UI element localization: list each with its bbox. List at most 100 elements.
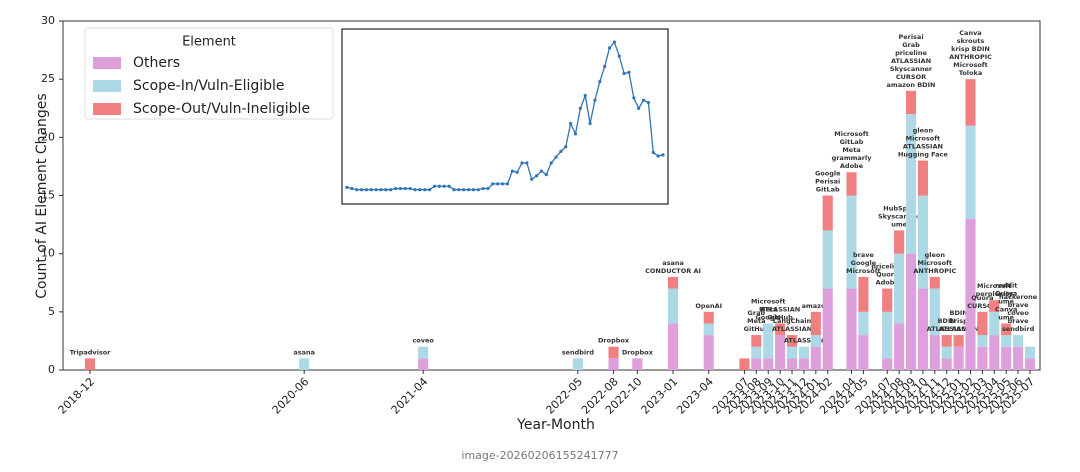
inset-point — [374, 188, 378, 192]
logo-label: Tripadvisor — [70, 348, 112, 356]
logo-label: skrouts — [957, 37, 985, 45]
y-tick-label: 5 — [48, 305, 55, 318]
inset-point — [569, 121, 573, 126]
bar-segment — [1013, 335, 1024, 347]
bar-segment — [751, 346, 762, 359]
bar-segment — [882, 311, 893, 359]
logo-label: ANTHROPIC — [913, 267, 956, 275]
logo-label: ume — [891, 220, 907, 228]
logo-label: GitHub — [767, 313, 793, 321]
inset-point — [403, 186, 407, 191]
logo-label: sendbird — [1002, 325, 1035, 333]
bar-segment — [608, 346, 619, 359]
inset-point — [573, 132, 578, 136]
inset-point — [442, 184, 446, 188]
logo-label: gleon — [925, 251, 946, 259]
x-tick-label: 2018-12 — [56, 375, 98, 417]
inset-point — [413, 188, 417, 192]
logo-label: brave — [1008, 301, 1029, 309]
logo-label: hackerone — [999, 293, 1038, 301]
bar-segment — [1024, 358, 1036, 370]
inset-point — [350, 186, 354, 191]
logo-label: Dropbox — [598, 337, 630, 345]
bar-segment — [977, 335, 988, 347]
logo-label: ATLASSIAN — [939, 325, 979, 333]
inset-point — [593, 98, 597, 102]
x-tick-label: 2023-04 — [674, 375, 716, 417]
inset-point — [491, 182, 495, 186]
inset-point — [500, 182, 505, 186]
inset-point — [515, 170, 519, 174]
bar-segment — [572, 358, 583, 370]
inset-point — [408, 186, 412, 191]
inset-point — [345, 185, 349, 189]
inset-point — [398, 186, 403, 191]
bar-segment — [953, 335, 964, 347]
y-tick-label: 30 — [41, 14, 55, 27]
bar-segment — [977, 311, 988, 336]
bar-segment — [667, 323, 679, 370]
logo-label: coveo — [412, 337, 434, 345]
bar-segment — [894, 230, 905, 254]
legend-swatch — [93, 80, 121, 92]
bar-segment — [798, 358, 809, 370]
bar-segment — [822, 195, 833, 231]
logo-label: grammarly — [832, 154, 873, 162]
bar-segment — [905, 90, 917, 115]
inset-point — [564, 145, 568, 149]
logo-label: brave — [1008, 317, 1029, 325]
bar-segment — [418, 346, 429, 359]
legend-swatch — [93, 57, 121, 69]
inset-point — [637, 106, 641, 110]
inset-point — [622, 71, 626, 76]
bar-segment — [989, 311, 1000, 336]
bar-segment — [989, 335, 1000, 370]
inset-point — [505, 182, 510, 186]
logo-label: ATLASSIAN — [903, 143, 943, 151]
logo-label: amazon BDIN — [887, 81, 936, 89]
bar-segment — [965, 125, 976, 219]
inset-point — [632, 96, 636, 100]
bar-segment — [632, 358, 643, 370]
logo-label: coveo — [1007, 309, 1029, 317]
inset-frame — [341, 28, 669, 205]
inset-point — [364, 188, 369, 192]
bar-segment — [905, 253, 917, 370]
inset-point — [641, 98, 646, 102]
logo-label: Microsoft — [977, 282, 1012, 290]
bar-segment — [1024, 346, 1036, 359]
logo-label: ATLASSIAN — [772, 325, 812, 333]
inset-point — [394, 186, 398, 191]
logo-label: Toloka — [959, 69, 982, 77]
logo-label: Skyscanner — [878, 212, 921, 220]
inset-point — [549, 161, 553, 165]
bar-segment — [763, 323, 774, 359]
logo-label: sendbird — [562, 348, 595, 356]
bar-segment — [667, 288, 679, 324]
logo-label: Dropbox — [622, 348, 654, 356]
inset-point — [462, 188, 466, 192]
bar-segment — [703, 311, 714, 324]
bar-segment — [775, 335, 786, 370]
logo-label: Microsoft — [918, 259, 953, 267]
logo-label: ATLASSIAN — [784, 337, 824, 345]
logo-label: LangChain — [773, 317, 812, 325]
x-tick-label: 2020-06 — [270, 375, 312, 417]
bar-segment — [929, 276, 940, 289]
bar-segment — [786, 335, 798, 347]
bar-segment — [786, 358, 798, 370]
logo-label: OpenAI — [695, 302, 722, 310]
inset-point — [359, 188, 364, 192]
logo-label: asana — [293, 348, 315, 356]
bar-segment — [965, 218, 976, 370]
logo-label: Canva — [959, 29, 981, 37]
logo-label: gleon — [913, 127, 934, 135]
inset-point — [578, 106, 582, 110]
bar-segment — [929, 288, 940, 336]
logo-label: ume — [998, 297, 1014, 305]
x-axis-label: Year-Month — [516, 417, 595, 433]
bar-segment — [941, 346, 952, 359]
y-tick-label: 0 — [48, 363, 55, 376]
inset-point — [661, 153, 665, 157]
bar-segment — [894, 323, 905, 370]
